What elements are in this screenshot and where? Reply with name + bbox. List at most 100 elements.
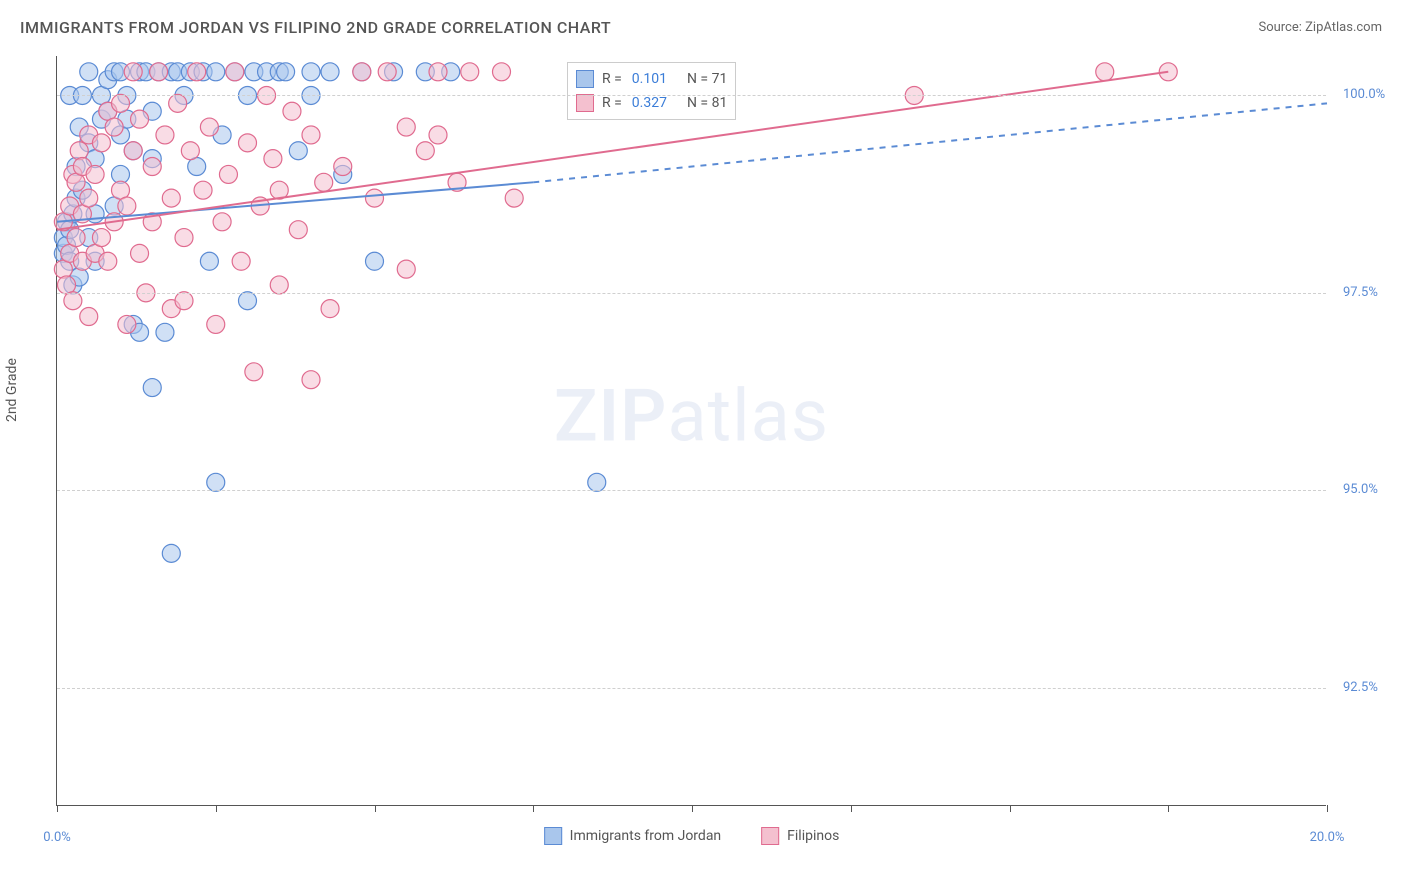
scatter-point: [378, 63, 396, 81]
gridline-h: [57, 688, 1326, 689]
x-tick-label: 0.0%: [43, 830, 71, 845]
scatter-point: [175, 229, 193, 247]
scatter-point: [429, 126, 447, 144]
legend-swatch: [576, 70, 594, 88]
scatter-point: [232, 252, 250, 270]
scatter-point: [302, 63, 320, 81]
x-tick: [375, 805, 376, 812]
legend-series-label: Filipinos: [787, 828, 839, 844]
scatter-point: [105, 118, 123, 136]
x-tick: [692, 805, 693, 812]
scatter-point: [239, 134, 257, 152]
x-tick: [216, 805, 217, 812]
scatter-point: [207, 473, 225, 491]
scatter-point: [397, 118, 415, 136]
scatter-point: [226, 63, 244, 81]
legend-r-value: 0.327: [632, 95, 667, 111]
y-tick-label: 97.5%: [1343, 285, 1378, 300]
scatter-point: [131, 244, 149, 262]
legend-n-label: N = 71: [687, 71, 727, 87]
scatter-point: [80, 189, 98, 207]
legend-swatch: [544, 827, 562, 845]
scatter-point: [588, 473, 606, 491]
scatter-point: [92, 134, 110, 152]
scatter-point: [334, 158, 352, 176]
x-tick: [851, 805, 852, 812]
gridline-h: [57, 293, 1326, 294]
scatter-point: [213, 213, 231, 231]
scatter-point: [315, 173, 333, 191]
scatter-point: [207, 63, 225, 81]
scatter-point: [200, 118, 218, 136]
x-tick: [1327, 805, 1328, 812]
scatter-point: [181, 142, 199, 160]
legend-series-label: Immigrants from Jordan: [570, 828, 722, 844]
scatter-point: [86, 165, 104, 183]
x-tick-label: 20.0%: [1310, 830, 1345, 845]
scatter-point: [99, 252, 117, 270]
scatter-point: [461, 63, 479, 81]
scatter-point: [270, 276, 288, 294]
legend-swatch: [576, 94, 594, 112]
legend-r-label: R =: [602, 95, 622, 111]
legend-series-item: Immigrants from Jordan: [544, 827, 722, 845]
scatter-point: [302, 371, 320, 389]
scatter-point: [67, 229, 85, 247]
scatter-point: [321, 300, 339, 318]
scatter-point: [302, 126, 320, 144]
y-tick-label: 92.5%: [1343, 680, 1378, 695]
scatter-point: [416, 142, 434, 160]
legend-r-label: R =: [602, 71, 622, 87]
scatter-point: [64, 292, 82, 310]
legend-swatch: [761, 827, 779, 845]
scatter-point: [112, 94, 130, 112]
scatter-point: [118, 315, 136, 333]
scatter-point: [124, 142, 142, 160]
scatter-point: [289, 142, 307, 160]
scatter-point: [131, 110, 149, 128]
scatter-svg: [57, 56, 1326, 805]
scatter-point: [245, 363, 263, 381]
scatter-point: [207, 315, 225, 333]
gridline-h: [57, 490, 1326, 491]
legend-correlation-row: R = 0.101 N = 71: [576, 67, 727, 91]
scatter-point: [143, 379, 161, 397]
scatter-point: [353, 63, 371, 81]
scatter-point: [188, 63, 206, 81]
scatter-point: [169, 94, 187, 112]
scatter-point: [1096, 63, 1114, 81]
scatter-point: [80, 63, 98, 81]
scatter-point: [200, 252, 218, 270]
legend-n-label: N = 81: [687, 95, 727, 111]
scatter-point: [118, 197, 136, 215]
scatter-point: [219, 165, 237, 183]
scatter-point: [150, 63, 168, 81]
scatter-point: [143, 158, 161, 176]
scatter-point: [162, 544, 180, 562]
scatter-point: [505, 189, 523, 207]
x-tick: [57, 805, 58, 812]
scatter-point: [289, 221, 307, 239]
scatter-point: [70, 142, 88, 160]
x-tick: [1168, 805, 1169, 812]
scatter-point: [321, 63, 339, 81]
legend-correlation-box: R = 0.101 N = 71 R = 0.327 N = 81: [567, 62, 736, 120]
source-attribution: Source: ZipAtlas.com: [1258, 20, 1382, 35]
chart-title: IMMIGRANTS FROM JORDAN VS FILIPINO 2ND G…: [20, 18, 611, 37]
legend-series: Immigrants from Jordan Filipinos: [544, 827, 840, 845]
y-tick-label: 100.0%: [1343, 87, 1385, 102]
plot-area: ZIPatlas R = 0.101N = 71R = 0.327N = 81 …: [56, 56, 1326, 806]
scatter-point: [156, 126, 174, 144]
scatter-point: [283, 102, 301, 120]
scatter-point: [124, 63, 142, 81]
scatter-point: [156, 323, 174, 341]
x-tick: [1010, 805, 1011, 812]
scatter-point: [194, 181, 212, 199]
legend-series-item: Filipinos: [761, 827, 839, 845]
scatter-point: [366, 252, 384, 270]
scatter-point: [175, 292, 193, 310]
scatter-point: [397, 260, 415, 278]
legend-r-value: 0.101: [632, 71, 667, 87]
scatter-point: [366, 189, 384, 207]
scatter-point: [493, 63, 511, 81]
